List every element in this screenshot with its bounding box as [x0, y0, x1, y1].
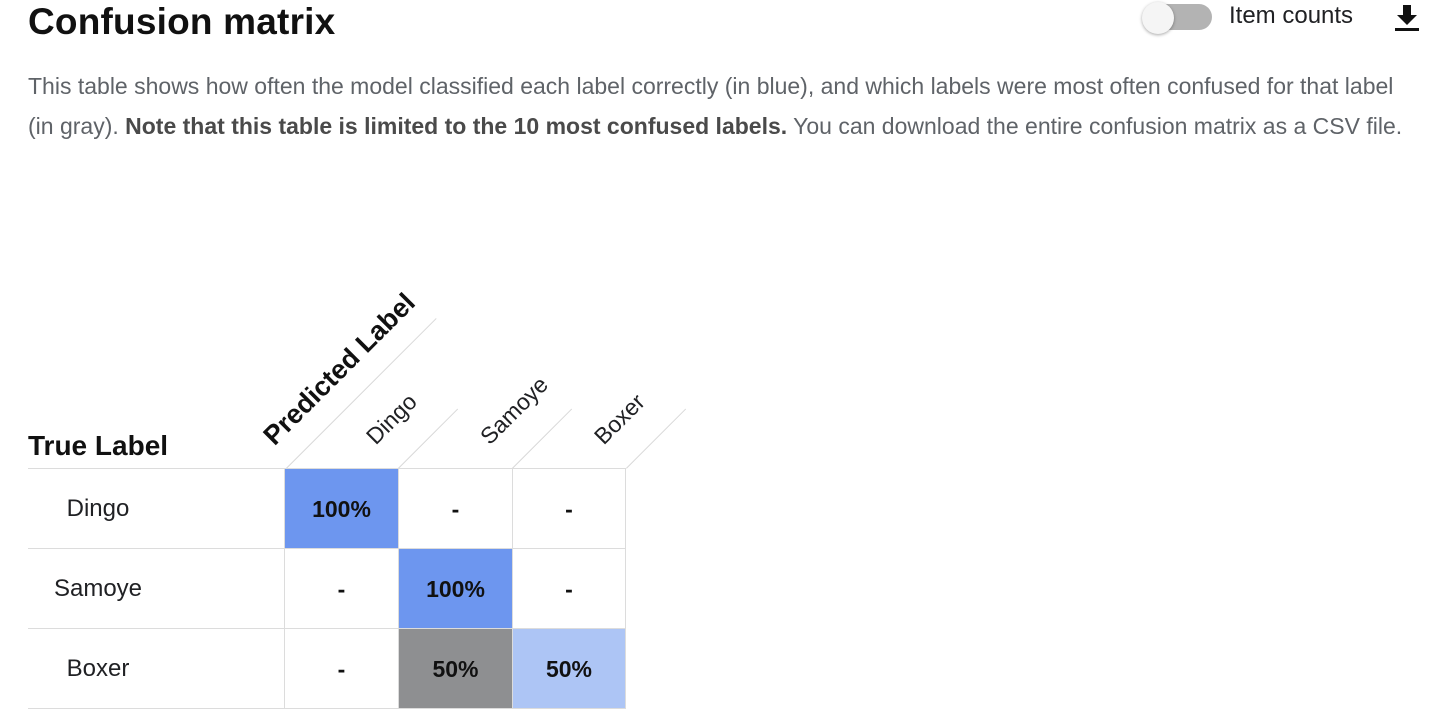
description-part-1: This table shows how often the model cla… [28, 73, 1394, 139]
table-row: Boxer -50% 50% [28, 628, 626, 709]
matrix-cell[interactable]: - [284, 629, 398, 709]
table-row: Samoye -100% - [28, 548, 626, 629]
column-header-boxer: Boxer [588, 388, 650, 450]
description-note: Note that this table is limited to the 1… [125, 113, 788, 139]
description-text: This table shows how often the model cla… [28, 66, 1418, 146]
column-header-dingo: Dingo [360, 388, 422, 450]
true-label-heading: True Label [28, 430, 169, 461]
matrix-cell[interactable]: 100% [284, 469, 398, 549]
table-bottom-border [28, 708, 626, 709]
matrix-cell[interactable]: - [512, 469, 626, 549]
matrix-cell[interactable]: 50% [398, 629, 512, 709]
toggle-knob [1142, 2, 1174, 34]
row-label: Dingo [66, 495, 130, 522]
table-row: Dingo 100% - - [28, 468, 626, 549]
page-title: Confusion matrix [28, 1, 336, 42]
matrix-cell[interactable]: - [398, 469, 512, 549]
row-label: Samoye [53, 575, 143, 602]
download-icon[interactable] [1393, 3, 1421, 33]
matrix-cell[interactable]: - [512, 549, 626, 629]
matrix-cell[interactable]: 100% [398, 549, 512, 629]
description-part-2: You can download the entire confusion ma… [787, 113, 1403, 139]
row-label: Boxer [66, 655, 130, 682]
item-counts-label: Item counts [1229, 2, 1354, 29]
item-counts-toggle[interactable] [1142, 2, 1214, 34]
matrix-cell[interactable]: 50% [512, 629, 626, 709]
matrix-cell[interactable]: - [284, 549, 398, 629]
